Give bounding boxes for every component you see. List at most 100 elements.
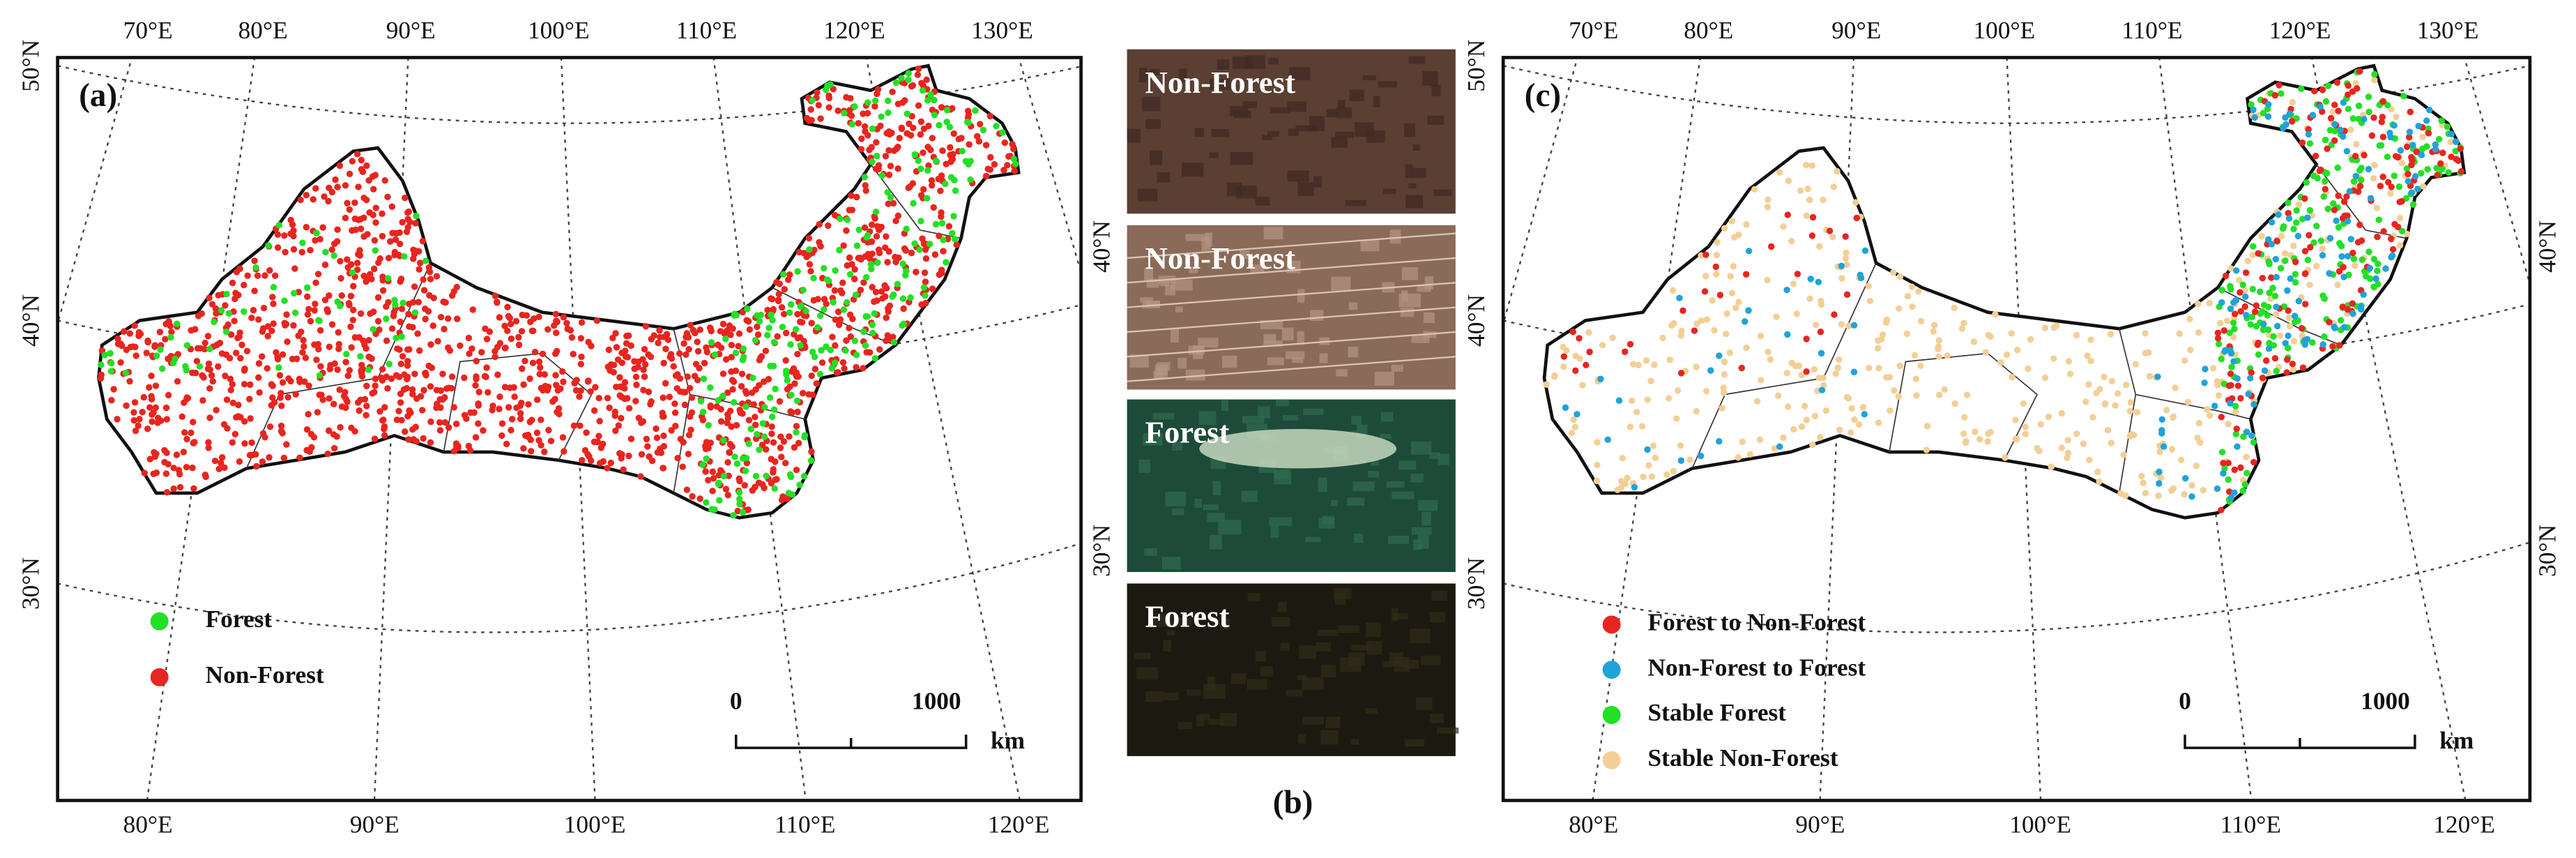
legend-marker [150, 612, 169, 631]
sample-point [2108, 377, 2116, 385]
sample-point [1568, 429, 1576, 437]
image-texture [1318, 518, 1335, 529]
sample-point [2221, 465, 2228, 472]
sample-point [486, 328, 494, 336]
sample-point [654, 449, 662, 456]
sample-point [1571, 423, 1579, 430]
sample-point [2329, 108, 2336, 115]
sample-point [2259, 274, 2266, 282]
sample-point [547, 437, 555, 444]
sample-point [278, 402, 285, 409]
sample-point [938, 220, 946, 227]
image-texture [1145, 691, 1164, 702]
sample-point [1666, 356, 1674, 363]
sample-point [139, 409, 146, 416]
sample-point [2295, 297, 2303, 305]
sample-point [780, 438, 788, 445]
sample-point [259, 458, 266, 465]
sample-point [379, 366, 386, 372]
image-texture [1336, 107, 1352, 119]
sample-point [1851, 416, 1858, 423]
sample-point [300, 343, 307, 350]
sample-point [420, 386, 427, 394]
sample-point [947, 144, 954, 151]
sample-point [2320, 193, 2327, 200]
sample-point [593, 317, 601, 324]
sample-point [2117, 490, 2124, 497]
sample-point [882, 293, 889, 300]
sample-point [2249, 285, 2257, 293]
sample-point [2009, 374, 2015, 381]
sample-point [754, 331, 762, 338]
sample-point [2311, 87, 2318, 95]
sample-point [506, 384, 514, 391]
sample-point [822, 86, 830, 93]
sample-point [2327, 114, 2335, 122]
sample-point [259, 353, 266, 360]
sample-point [1563, 347, 1570, 354]
sample-point [871, 97, 879, 105]
sample-point [2008, 330, 2015, 337]
sample-point [707, 404, 714, 411]
sample-point [136, 416, 143, 423]
sample-point [653, 435, 661, 442]
sample-point [338, 403, 346, 410]
image-texture [1320, 664, 1336, 678]
sample-point [2234, 443, 2241, 450]
sample-point [2287, 275, 2294, 283]
sample-point [343, 350, 350, 358]
sample-point [1780, 223, 1787, 230]
sample-point [406, 323, 413, 330]
sample-point [205, 439, 212, 446]
sample-point [858, 146, 865, 153]
lat-label: 30°N [1088, 525, 1115, 577]
image-texture [1404, 123, 1415, 137]
sample-point [625, 452, 632, 460]
sample-point [849, 315, 856, 322]
sample-point [353, 259, 361, 266]
image-texture [1172, 442, 1182, 451]
sample-point [914, 71, 922, 78]
sample-point [831, 359, 839, 366]
sample-point [155, 414, 162, 421]
parallel [1503, 541, 2530, 633]
sample-point [1806, 196, 1813, 204]
sample-point [873, 139, 880, 146]
image-texture [1162, 557, 1181, 570]
sample-point [483, 336, 491, 343]
sample-point [1817, 434, 1824, 441]
image-texture [1313, 176, 1323, 188]
sample-point [2264, 113, 2272, 120]
sample-point [769, 317, 776, 324]
sample-point [809, 97, 816, 104]
sample-point [453, 443, 460, 450]
sample-point [1834, 364, 1842, 371]
sample-point [839, 279, 846, 286]
sample-point [963, 119, 971, 126]
sample-point [2299, 364, 2307, 371]
sample-point [1669, 287, 1677, 294]
sample-point [349, 158, 356, 165]
sample-point [666, 393, 673, 400]
sample-point [627, 342, 634, 349]
sample-point [883, 337, 890, 345]
sample-point [2345, 105, 2352, 112]
sample-point [796, 318, 804, 326]
sample-point [1712, 263, 1720, 271]
image-texture [1150, 150, 1163, 165]
sample-point [2232, 402, 2239, 409]
sample-point [2365, 108, 2372, 116]
sample-point [326, 395, 333, 402]
sample-point [1742, 271, 1750, 278]
sample-point [1697, 452, 1705, 460]
sample-point [153, 352, 160, 359]
sample-point [728, 423, 735, 430]
sample-point [2457, 145, 2464, 152]
sample-point [1624, 474, 1631, 481]
sample-point [1004, 162, 1011, 169]
sample-point [1728, 218, 1736, 225]
sample-point [788, 301, 795, 308]
sample-point [717, 418, 725, 425]
sample-point [694, 338, 701, 345]
sample-point [2122, 492, 2129, 499]
